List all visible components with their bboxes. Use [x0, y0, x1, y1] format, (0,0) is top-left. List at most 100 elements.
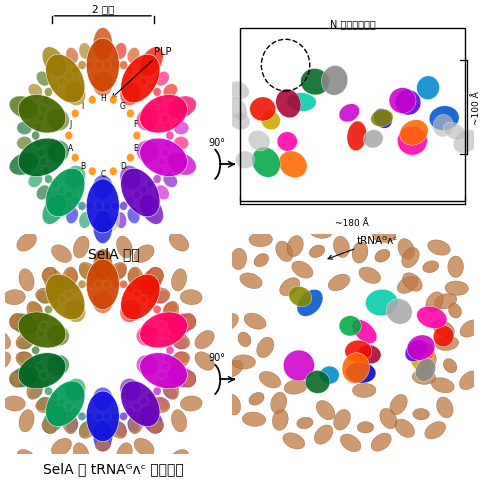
Ellipse shape [358, 345, 381, 364]
Circle shape [140, 186, 148, 195]
Circle shape [140, 397, 148, 406]
Ellipse shape [333, 237, 349, 258]
Circle shape [126, 407, 134, 415]
Circle shape [78, 61, 86, 70]
Ellipse shape [17, 122, 32, 135]
Circle shape [164, 123, 171, 132]
Text: G: G [120, 102, 126, 110]
Circle shape [166, 132, 174, 141]
Circle shape [72, 197, 79, 205]
Circle shape [58, 186, 66, 195]
Ellipse shape [65, 83, 86, 106]
Ellipse shape [27, 378, 43, 400]
Ellipse shape [140, 196, 163, 225]
Ellipse shape [411, 355, 432, 372]
Ellipse shape [47, 355, 69, 376]
Circle shape [140, 78, 148, 86]
Ellipse shape [292, 262, 313, 279]
Ellipse shape [127, 268, 139, 283]
Ellipse shape [218, 314, 239, 331]
Circle shape [72, 110, 79, 119]
Ellipse shape [371, 110, 393, 127]
Ellipse shape [340, 434, 361, 452]
Circle shape [34, 355, 42, 363]
Circle shape [153, 176, 161, 184]
Ellipse shape [169, 234, 189, 251]
Circle shape [103, 281, 111, 289]
Circle shape [133, 73, 141, 81]
Circle shape [45, 306, 52, 314]
Ellipse shape [254, 254, 269, 267]
Text: B: B [80, 162, 85, 171]
Ellipse shape [36, 72, 50, 87]
Ellipse shape [359, 267, 380, 284]
Ellipse shape [120, 301, 141, 323]
Ellipse shape [79, 422, 91, 437]
Circle shape [58, 397, 66, 406]
Ellipse shape [10, 372, 22, 387]
Ellipse shape [371, 433, 391, 451]
Ellipse shape [92, 209, 114, 224]
Circle shape [147, 83, 154, 92]
Ellipse shape [181, 290, 202, 305]
Ellipse shape [248, 131, 270, 152]
Text: ~100 Å: ~100 Å [472, 91, 481, 125]
Ellipse shape [140, 267, 163, 295]
Ellipse shape [252, 148, 280, 178]
Circle shape [166, 132, 174, 141]
Ellipse shape [407, 335, 435, 361]
Circle shape [120, 412, 127, 421]
Ellipse shape [395, 90, 421, 116]
Circle shape [156, 379, 164, 387]
Ellipse shape [17, 338, 32, 350]
Ellipse shape [16, 332, 36, 349]
Ellipse shape [435, 336, 458, 351]
Ellipse shape [115, 264, 127, 279]
Text: PLP: PLP [112, 47, 171, 99]
Ellipse shape [395, 419, 414, 438]
Text: 90°: 90° [208, 138, 226, 147]
Ellipse shape [389, 88, 416, 114]
Circle shape [103, 412, 111, 421]
Ellipse shape [443, 359, 457, 373]
Ellipse shape [27, 302, 43, 323]
Ellipse shape [62, 267, 77, 290]
Ellipse shape [287, 236, 303, 257]
Circle shape [120, 281, 127, 289]
Ellipse shape [42, 48, 66, 77]
Circle shape [40, 106, 47, 114]
Circle shape [164, 141, 171, 149]
Ellipse shape [184, 314, 196, 329]
Text: 90°: 90° [208, 352, 226, 362]
Ellipse shape [36, 398, 58, 413]
Ellipse shape [167, 314, 197, 335]
Circle shape [153, 89, 161, 97]
Circle shape [58, 78, 66, 86]
Text: F: F [133, 120, 137, 129]
Text: D: D [120, 162, 126, 171]
Circle shape [40, 371, 47, 379]
Ellipse shape [433, 321, 454, 337]
Ellipse shape [412, 370, 436, 385]
Ellipse shape [339, 104, 360, 122]
Ellipse shape [321, 66, 348, 96]
Ellipse shape [93, 387, 113, 410]
Circle shape [34, 141, 42, 149]
Circle shape [87, 412, 94, 421]
Ellipse shape [134, 245, 154, 263]
Ellipse shape [36, 186, 50, 200]
Circle shape [72, 154, 79, 163]
Circle shape [111, 203, 119, 211]
Circle shape [51, 83, 59, 92]
Ellipse shape [36, 291, 50, 304]
Ellipse shape [93, 249, 112, 280]
Ellipse shape [242, 412, 266, 427]
Circle shape [111, 281, 119, 289]
Circle shape [72, 407, 79, 415]
Circle shape [161, 330, 169, 338]
Ellipse shape [405, 340, 427, 362]
Ellipse shape [92, 477, 114, 488]
Circle shape [34, 339, 42, 346]
Ellipse shape [74, 443, 89, 465]
Ellipse shape [120, 83, 141, 106]
